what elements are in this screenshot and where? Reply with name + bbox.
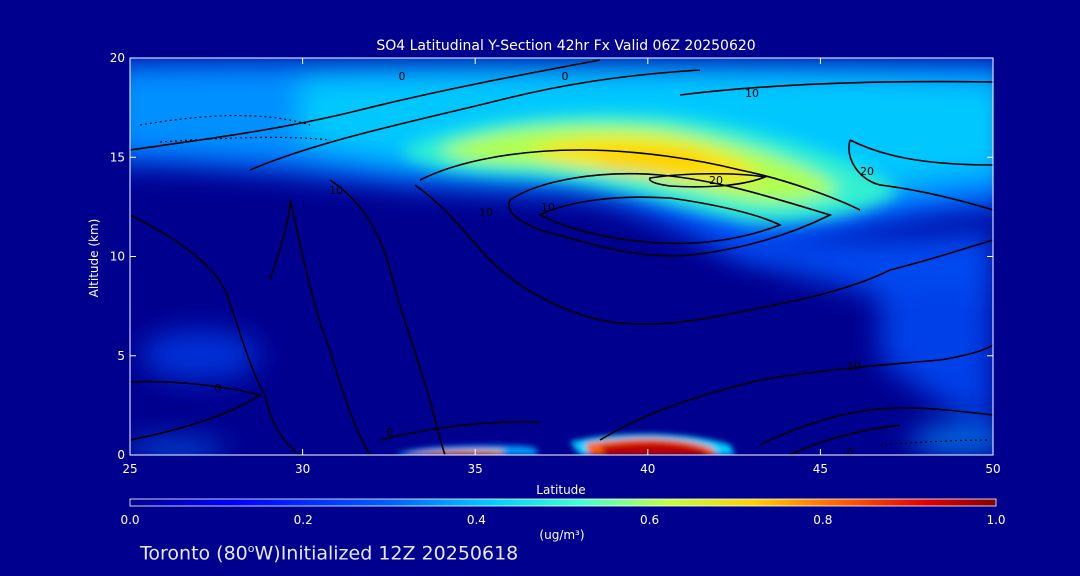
y-axis: 0 5 10 15 20: [110, 51, 993, 462]
contour-label: 0: [215, 382, 222, 395]
x-axis-label: Latitude: [536, 483, 585, 497]
contour-label: 0: [847, 446, 854, 459]
x-tick-label: 45: [813, 462, 828, 476]
colorbar-tick-label: 0.2: [294, 513, 313, 527]
contour-label: 10: [847, 360, 861, 373]
y-tick-label: 20: [110, 51, 125, 65]
contour-dotted: [139, 114, 991, 446]
y-tick-label: 10: [110, 250, 125, 264]
contour-label: 0: [562, 70, 569, 83]
footer-location: Toronto (80: [140, 542, 248, 565]
degree-symbol: o: [247, 542, 255, 555]
contour-lines: [130, 59, 993, 455]
x-axis: 25 30 35 40 45 50: [122, 58, 1001, 476]
contour-label: 10: [479, 206, 493, 219]
y-tick-label: 0: [117, 448, 125, 462]
colorbar-label: (ug/m³): [539, 528, 584, 542]
x-tick-label: 35: [468, 462, 483, 476]
contour-label: 20: [860, 165, 874, 178]
x-tick-label: 50: [985, 462, 1000, 476]
chart-title: SO4 Latitudinal Y-Section 42hr Fx Valid …: [376, 38, 755, 54]
colorbar-ticks: 0.0 0.2 0.4 0.6 0.8 1.0: [120, 513, 1005, 527]
surface-hotspots: [395, 434, 735, 455]
contour-label: 10: [329, 184, 343, 197]
contour-label: 0: [387, 426, 394, 439]
contour-label: 20: [709, 174, 723, 187]
colorbar-tick-label: 1.0: [986, 513, 1005, 527]
y-tick-label: 5: [117, 349, 125, 363]
contour-label: 10: [745, 87, 759, 100]
colorbar-tick-label: 0.6: [640, 513, 659, 527]
plot-area: [130, 58, 993, 455]
colorbar: [129, 498, 997, 507]
x-tick-label: 40: [640, 462, 655, 476]
y-tick-label: 15: [110, 150, 125, 164]
contour-label: 0: [399, 70, 406, 83]
colorbar-tick-label: 0.8: [813, 513, 832, 527]
contour-labels: 0 0 0 0 10 10 10 10 10 20 20 0: [215, 70, 875, 459]
colorbar-tick-label: 0.0: [120, 513, 139, 527]
footer-caption: Toronto (80oW)Initialized 12Z 20250618: [140, 542, 518, 564]
colorbar-tick-label: 0.4: [467, 513, 486, 527]
mid-level-patch: [130, 230, 993, 455]
footer-initialized: W)Initialized 12Z 20250618: [254, 542, 519, 565]
x-tick-label: 25: [122, 462, 137, 476]
x-tick-label: 30: [295, 462, 310, 476]
contour-label: 10: [541, 201, 555, 214]
y-axis-label: Altitude (km): [87, 219, 101, 298]
